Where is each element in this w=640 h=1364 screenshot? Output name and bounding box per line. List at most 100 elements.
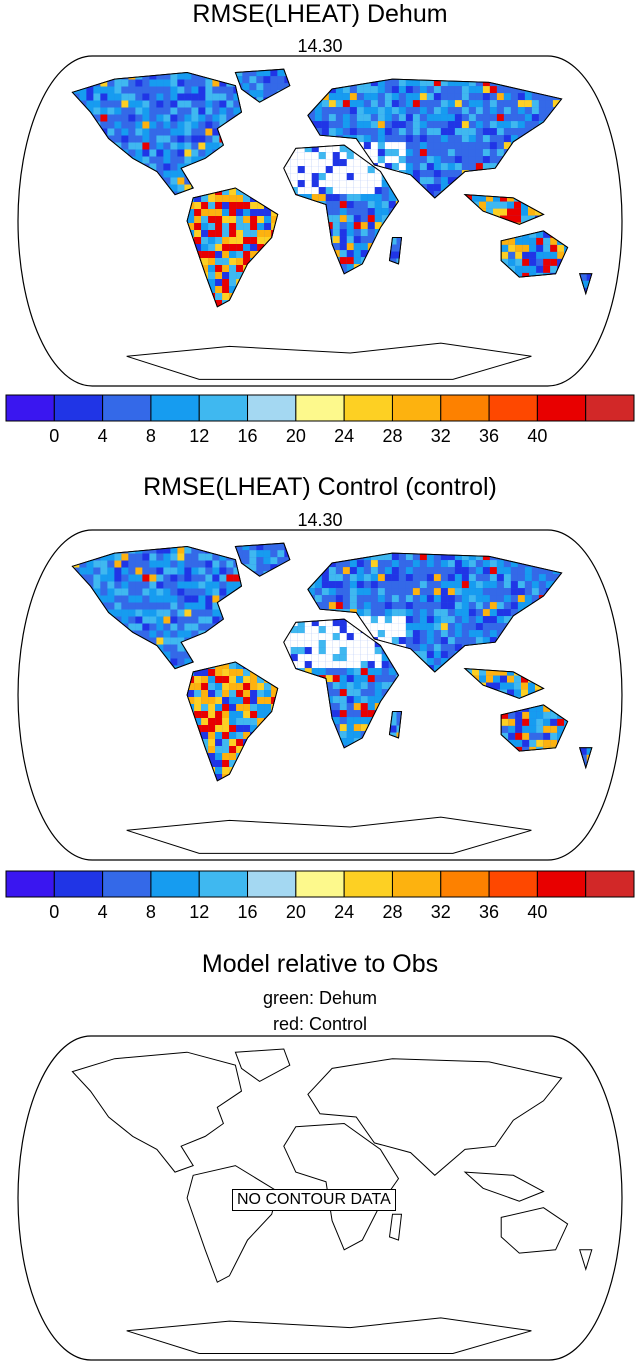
grid-cell (454, 93, 462, 101)
grid-cell (419, 651, 427, 659)
grid-cell (184, 128, 192, 136)
colorbar-box (440, 870, 490, 898)
grid-cell (346, 215, 354, 223)
grid-cell (163, 100, 171, 108)
grid-cell (367, 640, 375, 648)
grid-cell (243, 704, 251, 711)
grid-cell (229, 244, 237, 251)
grid-cell (496, 107, 504, 115)
grid-cell (440, 86, 448, 94)
grid-cell (163, 170, 171, 178)
grid-cell (433, 142, 441, 150)
grid-cell (135, 79, 143, 87)
grid-cell (304, 647, 312, 655)
grid-cell (229, 697, 237, 704)
grid-cell (215, 711, 223, 718)
grid-cell (517, 107, 525, 115)
grid-cell (508, 251, 516, 259)
coast-madagascar (388, 237, 403, 265)
grid-cell (524, 595, 532, 603)
grid-cell (531, 581, 539, 589)
grid-cell (226, 588, 234, 596)
grid-cell (212, 114, 220, 122)
grid-cell (114, 574, 122, 582)
grid-cell (360, 194, 368, 202)
grid-cell (277, 543, 285, 551)
grid-cell (198, 114, 206, 122)
grid-cell (515, 746, 523, 752)
grid-cell (121, 602, 129, 610)
grid-cell (208, 223, 216, 230)
grid-cell (412, 107, 420, 115)
grid-cell (233, 100, 241, 108)
grid-cell (242, 550, 250, 558)
panel2-map (17, 529, 623, 861)
grid-cell (177, 616, 185, 624)
grid-cell (552, 100, 560, 108)
grid-cell (208, 697, 216, 704)
grid-cell (353, 201, 361, 209)
grid-cell (250, 718, 258, 725)
grid-cell (325, 159, 333, 167)
grid-cell (311, 661, 319, 669)
grid-cell (339, 668, 347, 676)
grid-cell (447, 616, 455, 624)
grid-cell (149, 107, 157, 115)
grid-cell (149, 560, 157, 568)
grid-cell (524, 574, 532, 582)
grid-cell (212, 616, 220, 624)
grid-cell (170, 609, 178, 617)
grid-cell (135, 100, 143, 108)
grid-cell (529, 237, 537, 245)
grid-cell (349, 602, 357, 610)
grid-cell (454, 616, 462, 624)
grid-cell (440, 107, 448, 115)
grid-cell (524, 100, 532, 108)
grid-cell (142, 553, 150, 561)
grid-cell (226, 560, 234, 568)
grid-cell (321, 581, 329, 589)
grid-cell (396, 251, 402, 259)
grid-cell (507, 215, 514, 223)
grid-cell (531, 588, 539, 596)
grid-cell (510, 609, 518, 617)
grid-cell (489, 163, 497, 171)
grid-cell (391, 163, 399, 171)
grid-cell (107, 128, 115, 136)
grid-cell (405, 588, 413, 596)
grid-cell (531, 121, 539, 129)
grid-cell (381, 668, 389, 676)
grid-cell (426, 184, 434, 192)
grid-cell (304, 173, 312, 181)
grid-cell (229, 272, 237, 279)
grid-cell (440, 588, 448, 596)
grid-cell (440, 574, 448, 582)
grid-cell (229, 251, 237, 258)
grid-cell (135, 609, 143, 617)
grid-cell (370, 142, 378, 150)
grid-cell (170, 637, 178, 645)
grid-cell (363, 128, 371, 136)
grid-cell (447, 567, 455, 575)
grid-cell (419, 128, 427, 136)
grid-cell (360, 201, 368, 209)
grid-cell (346, 738, 354, 746)
grid-cell (297, 187, 305, 195)
grid-cell (219, 93, 227, 101)
grid-cell (489, 616, 497, 624)
grid-cell (468, 107, 476, 115)
grid-cell (370, 616, 378, 624)
grid-cell (405, 609, 413, 617)
grid-cell (346, 724, 354, 732)
grid-cell (325, 208, 333, 216)
grid-cell (433, 149, 441, 157)
grid-cell (236, 739, 244, 746)
grid-cell (370, 86, 378, 94)
grid-cell (170, 114, 178, 122)
grid-cell (201, 739, 209, 746)
grid-cell (297, 633, 305, 641)
grid-cell (508, 732, 516, 740)
grid-cell (163, 72, 171, 80)
grid-cell (356, 581, 364, 589)
colorbar-box (295, 870, 345, 898)
